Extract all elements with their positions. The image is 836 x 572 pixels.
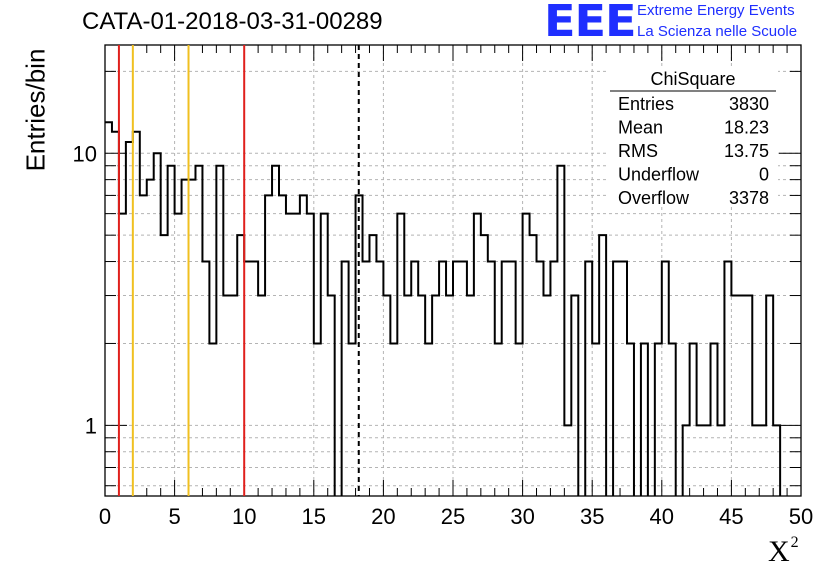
x-tick-label: 25 xyxy=(441,504,465,529)
stats-label-overflow: Overflow xyxy=(618,188,690,208)
eee-logo: EEE xyxy=(544,0,637,47)
y-tick-label: 10 xyxy=(73,141,97,166)
stats-value-rms: 13.75 xyxy=(724,141,769,161)
stats-label-rms: RMS xyxy=(618,141,658,161)
logo-line-extreme-energy-events: Extreme Energy Events xyxy=(637,2,795,19)
x-tick-label: 10 xyxy=(232,504,256,529)
x-axis-label: X2 xyxy=(768,534,799,569)
y-tick-label: 1 xyxy=(85,413,97,438)
stats-box xyxy=(608,67,778,207)
stats-value-mean: 18.23 xyxy=(724,118,769,138)
x-axis-label-main: X xyxy=(768,535,790,568)
stats-value-overflow: 3378 xyxy=(729,188,769,208)
x-tick-label: 45 xyxy=(719,504,743,529)
stats-label-entries: Entries xyxy=(618,94,674,114)
x-tick-label: 40 xyxy=(650,504,674,529)
stats-label-underflow: Underflow xyxy=(618,165,700,185)
x-tick-label: 15 xyxy=(302,504,326,529)
stats-label-mean: Mean xyxy=(618,118,663,138)
run-title: CATA-01-2018-03-31-00289 xyxy=(82,8,383,35)
x-axis-label-superscript: 2 xyxy=(790,534,799,551)
x-tick-label: 50 xyxy=(789,504,813,529)
x-tick-label: 20 xyxy=(371,504,395,529)
stats-value-underflow: 0 xyxy=(759,165,769,185)
x-tick-label: 0 xyxy=(99,504,111,529)
histogram-outline xyxy=(105,121,782,496)
logo-line-scienza-scuole: La Scienza nelle Scuole xyxy=(637,23,798,40)
x-tick-label: 30 xyxy=(510,504,534,529)
x-tick-label: 5 xyxy=(168,504,180,529)
x-tick-label: 35 xyxy=(580,504,604,529)
stats-box-title: ChiSquare xyxy=(650,69,735,89)
stats-value-entries: 3830 xyxy=(729,94,769,114)
